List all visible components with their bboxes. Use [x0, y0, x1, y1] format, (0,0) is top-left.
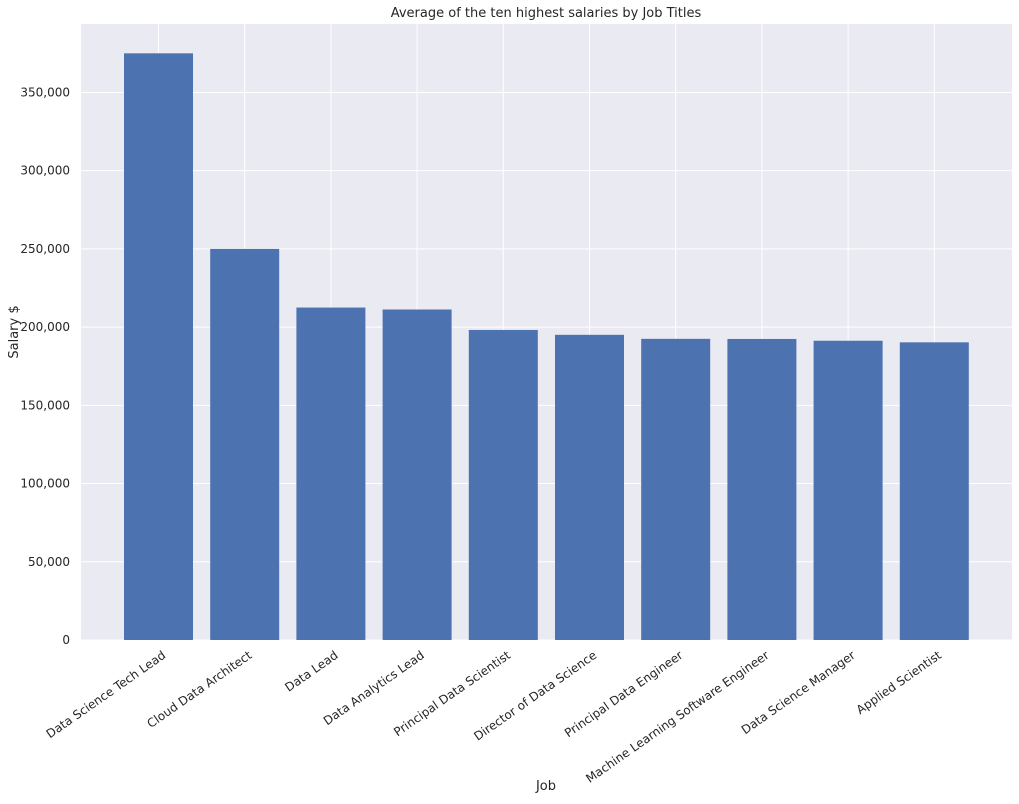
- y-tick-label: 100,000: [20, 477, 70, 491]
- x-axis-label: Job: [535, 779, 556, 794]
- y-tick-label: 350,000: [20, 85, 70, 99]
- y-tick-label: 150,000: [20, 398, 70, 412]
- x-tick-label: Machine Learning Software Engineer: [583, 648, 771, 786]
- y-tick-label: 250,000: [20, 242, 70, 256]
- bar: [468, 329, 538, 640]
- x-tick-label: Applied Scientist: [854, 648, 945, 717]
- y-tick-label: 50,000: [28, 555, 70, 569]
- bar: [813, 340, 883, 640]
- bar: [296, 307, 366, 640]
- y-tick-label: 0: [62, 633, 70, 647]
- x-tick-label: Data Lead: [282, 648, 340, 695]
- y-axis-ticks: 0 50,000 100,000 150,000 200,000 250,000 300,0…: [20, 85, 70, 647]
- bar: [899, 342, 969, 640]
- y-tick-label: 300,000: [20, 164, 70, 178]
- chart-title: Average of the ten highest salaries by J…: [391, 6, 702, 21]
- y-tick-label: 200,000: [20, 320, 70, 334]
- bar: [727, 338, 797, 640]
- bar: [641, 338, 711, 640]
- bar: [210, 248, 280, 640]
- y-axis-label: Salary $: [7, 305, 22, 358]
- bar: [382, 309, 452, 640]
- bar: [124, 53, 193, 641]
- bars: [124, 53, 969, 641]
- bar: [555, 334, 624, 640]
